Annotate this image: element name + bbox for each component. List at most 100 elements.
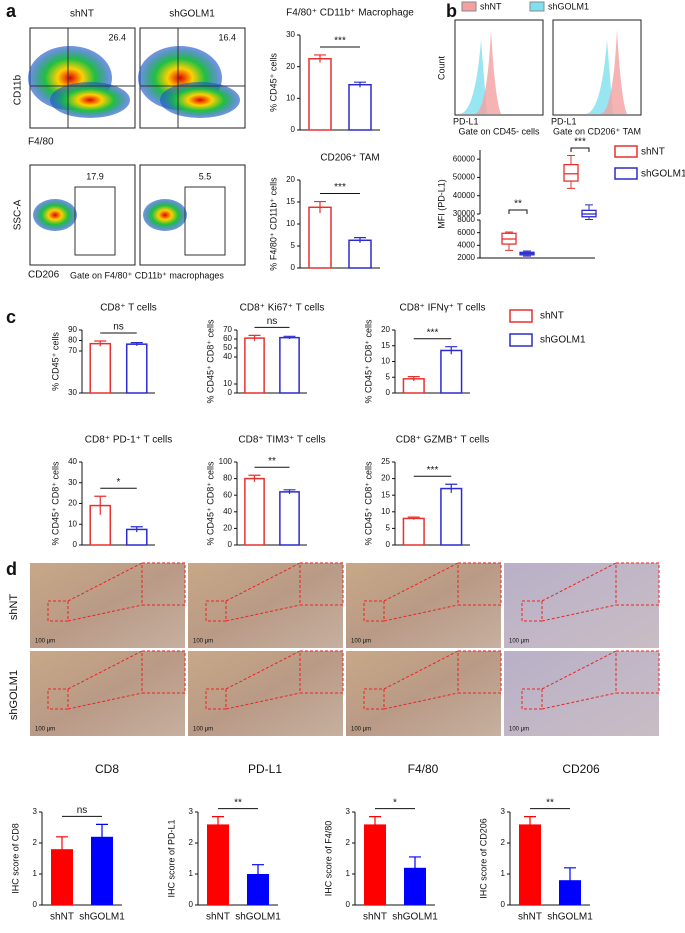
scale-bar: 100 μm bbox=[35, 639, 55, 645]
bar bbox=[91, 836, 113, 905]
inset bbox=[299, 562, 344, 606]
ihc-image bbox=[346, 563, 501, 648]
column-label: PD-L1 bbox=[248, 762, 282, 776]
bar bbox=[125, 343, 148, 394]
y-tick-label: 10 bbox=[223, 379, 232, 388]
y-tick-label: 0 bbox=[346, 900, 351, 909]
gate-note: Gate on CD45- cells bbox=[458, 126, 540, 136]
chart-title: CD8⁺ TIM3⁺ T cells bbox=[238, 435, 325, 446]
error-bar bbox=[283, 335, 296, 339]
y-tick-label: 1 bbox=[346, 869, 351, 878]
ihc-image bbox=[504, 651, 659, 736]
axis-label: Count bbox=[436, 56, 446, 81]
y-tick-label: 2 bbox=[189, 838, 194, 847]
y-tick-label: 40 bbox=[223, 507, 232, 516]
chart-title: CD8⁺ GZMB⁺ T cells bbox=[396, 435, 490, 446]
significance: *** bbox=[574, 137, 586, 148]
axis-label: % CD45⁺ CD8⁺ cells bbox=[50, 461, 60, 546]
y-tick-label: 80 bbox=[223, 474, 232, 483]
bar bbox=[207, 824, 229, 905]
zoom-box bbox=[521, 688, 543, 710]
axis-label: SSC-A bbox=[13, 199, 24, 230]
y-tick-label: 30 bbox=[68, 478, 77, 487]
column-label: F4/80 bbox=[408, 762, 439, 776]
significance: ns bbox=[267, 316, 278, 327]
panel-label: a bbox=[6, 1, 17, 21]
bar bbox=[279, 491, 300, 546]
legend-swatch bbox=[614, 145, 638, 158]
inset bbox=[615, 650, 660, 694]
x-tick-label: shGOLM1 bbox=[392, 912, 438, 923]
significance: *** bbox=[334, 182, 346, 193]
y-tick-label: 80 bbox=[68, 336, 77, 345]
error-bar bbox=[212, 816, 224, 833]
y-tick-label: 70 bbox=[223, 325, 232, 334]
scale-bar: 100 μm bbox=[193, 639, 213, 645]
sample-label: shNT bbox=[70, 9, 94, 20]
error-bar bbox=[130, 526, 143, 533]
density bbox=[143, 199, 187, 231]
axis-label: % CD45⁺ cells bbox=[268, 53, 278, 112]
error-bar bbox=[409, 856, 421, 879]
zoom-lines bbox=[383, 650, 459, 710]
zoom-box bbox=[363, 600, 385, 622]
y-tick-label: 10 bbox=[286, 93, 295, 102]
error-bar bbox=[130, 342, 143, 346]
legend-swatch bbox=[509, 333, 533, 347]
y-tick-label: 25 bbox=[381, 457, 390, 466]
y-tick-label: 0 bbox=[291, 263, 296, 272]
column-label: CD8 bbox=[95, 762, 119, 776]
y-tick-label: 0 bbox=[228, 388, 233, 397]
y-tick-label: 20 bbox=[381, 325, 390, 334]
significance: *** bbox=[427, 327, 439, 338]
significance: ** bbox=[234, 797, 242, 808]
chart-title: CD8⁺ Ki67⁺ T cells bbox=[240, 303, 325, 314]
gate bbox=[184, 186, 226, 256]
axis-label: IHC score of CD8 bbox=[10, 823, 20, 894]
inset bbox=[141, 562, 186, 606]
significance: * bbox=[117, 477, 121, 488]
gate-note: Gate on CD206⁺ TAM bbox=[553, 126, 641, 136]
gate-value: 5.5 bbox=[199, 171, 212, 181]
error-bar bbox=[564, 867, 576, 893]
y-tick-label: 1 bbox=[189, 869, 194, 878]
error-bar bbox=[252, 864, 264, 884]
y-tick-label: 50 bbox=[223, 343, 232, 352]
significance: *** bbox=[427, 465, 439, 476]
error-bar bbox=[248, 474, 261, 482]
y-tick-label: 60 bbox=[223, 490, 232, 499]
axis-label: % CD45⁺ CD8⁺ cells bbox=[205, 461, 215, 546]
y-tick-label: 8000 bbox=[457, 215, 475, 224]
bracket bbox=[508, 209, 528, 214]
error-bar bbox=[369, 816, 381, 833]
axis-label: IHC score of PD-L1 bbox=[166, 819, 176, 897]
y-tick-label: 2 bbox=[33, 838, 38, 847]
error-bar bbox=[283, 489, 296, 494]
y-tick-label: 5 bbox=[291, 241, 296, 250]
gate-note: Gate on F4/80⁺ CD11b⁺ macrophages bbox=[70, 270, 224, 280]
y-tick-label: 2000 bbox=[457, 253, 475, 262]
y-tick-label: 0 bbox=[291, 125, 296, 134]
panel-label: c bbox=[6, 307, 16, 327]
axis-label: % CD45⁺ cells bbox=[50, 332, 60, 391]
bar bbox=[89, 342, 112, 394]
zoom-lines bbox=[225, 650, 301, 710]
y-tick-label: 5 bbox=[386, 524, 391, 533]
axis-label: PD-L1 bbox=[551, 116, 577, 126]
inset bbox=[615, 562, 660, 606]
y-tick-label: 3 bbox=[189, 807, 194, 816]
y-tick-label: 40000 bbox=[453, 191, 476, 200]
bar bbox=[519, 824, 541, 905]
zoom-box bbox=[205, 600, 227, 622]
zoom-box bbox=[47, 688, 69, 710]
error-bar bbox=[445, 483, 458, 493]
legend-label: shNT bbox=[480, 1, 502, 11]
scale-bar: 100 μm bbox=[509, 639, 529, 645]
y-tick-label: 3 bbox=[501, 807, 506, 816]
y-tick-label: 3 bbox=[33, 807, 38, 816]
axis-label: shGOLM1 bbox=[8, 670, 20, 720]
histogram bbox=[601, 30, 627, 114]
bar bbox=[308, 58, 332, 131]
chart-title: CD206⁺ TAM bbox=[320, 153, 379, 164]
